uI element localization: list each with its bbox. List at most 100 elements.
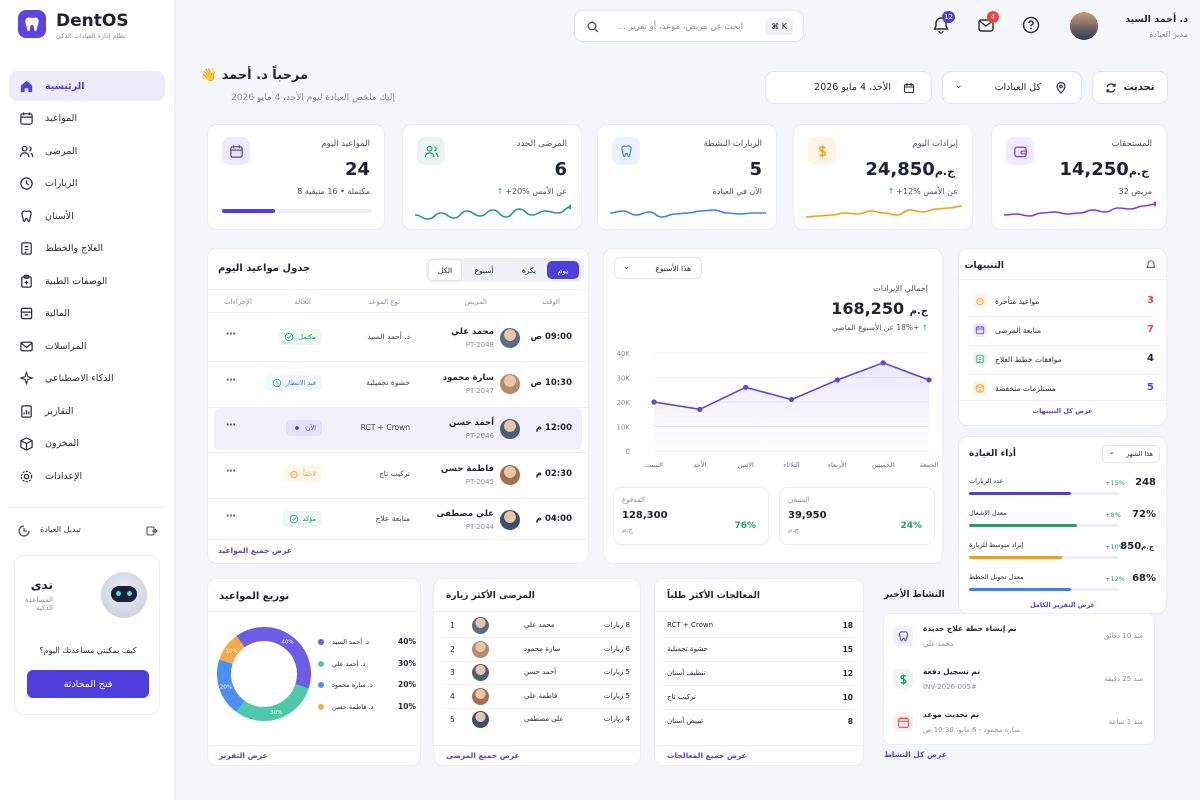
- sidebar-item-5[interactable]: العلاج والخطط: [9, 234, 165, 264]
- tab-tomorrow[interactable]: بكرة: [521, 265, 537, 275]
- table-row[interactable]: 12:00 م أحمد حسن PT-2046 RCT + Crown الآن ⋯: [208, 408, 588, 453]
- sparkle-icon: [19, 371, 34, 386]
- patient-rank: 1: [450, 621, 455, 630]
- sidebar-item-10[interactable]: التقارير: [9, 396, 165, 426]
- view-report-link[interactable]: عرض التقرير: [219, 751, 268, 760]
- view-all-patients-link[interactable]: عرض جميع المرضى: [446, 751, 520, 760]
- help-button[interactable]: [1021, 15, 1043, 37]
- list-item[interactable]: 5 علي مصطفى 4 زيارات: [434, 709, 640, 731]
- patient-rank: 2: [450, 644, 455, 654]
- view-all-activity-link[interactable]: عرض كل النشاط: [884, 750, 947, 759]
- sidebar-item-6[interactable]: الوصفات الطبية: [9, 266, 165, 296]
- performance-track: [969, 524, 1119, 527]
- x-tick-label: السبت: [645, 461, 663, 469]
- sidebar-item-8[interactable]: المراسلات: [9, 331, 165, 361]
- kpi-unit: ج.م: [934, 165, 955, 178]
- dot-icon: [292, 423, 302, 433]
- view-all-alerts-link[interactable]: عرض كل التنبيهات: [1032, 407, 1093, 415]
- list-item[interactable]: 2 سارة محمود 6 زيارات: [434, 639, 640, 662]
- sidebar-item-2[interactable]: المرضى: [9, 136, 165, 166]
- patient-rank: 5: [450, 715, 455, 724]
- table-row[interactable]: 09:00 ص محمد علي PT-2048 د. أحمد السيد مكتمل…: [208, 317, 588, 362]
- paid-value: 128,300: [622, 510, 668, 521]
- sidebar-item-7[interactable]: المالية: [9, 299, 165, 329]
- open-chat-button[interactable]: فتح المحادثة: [27, 670, 149, 698]
- legend-dot: [318, 639, 324, 645]
- more-actions-icon[interactable]: ⋯: [226, 511, 236, 522]
- activity-subtitle: #INV-2026-005: [923, 683, 977, 691]
- list-item[interactable]: تركيب تاج 10: [655, 687, 863, 710]
- legend-label: د. سارة محمود: [332, 681, 373, 689]
- row-divider: [663, 685, 855, 686]
- clinic-select[interactable]: ⌄ كل العيادات: [942, 71, 1082, 104]
- search-input[interactable]: ابحث عن مريض، موعد، أو تقرير ...: [617, 22, 743, 32]
- messages-button[interactable]: 4: [976, 11, 999, 37]
- alert-item[interactable]: مستلزمات منخفضة 5: [959, 376, 1166, 402]
- sidebar-item-11[interactable]: المخزون: [9, 429, 165, 459]
- sidebar-item-0[interactable]: الرئيسية: [9, 71, 165, 101]
- sidebar-item-3[interactable]: الزيارات: [9, 169, 165, 199]
- sidebar-item-1[interactable]: المواعيد: [9, 104, 165, 134]
- status-badge: مؤكد: [282, 511, 322, 527]
- top-treatments-card: المعالجات الأكثر طلباً عرض جميع المعالجا…: [654, 578, 864, 766]
- view-all-treatments-link[interactable]: عرض جميع المعالجات: [667, 751, 747, 760]
- view-all-appointments-link[interactable]: عرض جميع المواعيد: [218, 546, 292, 555]
- assistant-role: المساعدة الذكية: [24, 596, 53, 612]
- performance-value: 68%: [1132, 573, 1156, 584]
- list-item[interactable]: 4 فاطمة علي 5 زيارات: [434, 686, 640, 709]
- donut-slice-label: 40%: [281, 640, 293, 646]
- table-row[interactable]: 10:30 ص سارة محمود PT-2047 حشوة تجميلية قيد …: [208, 363, 588, 408]
- list-item[interactable]: 3 أحمد حسن 5 زيارات: [434, 662, 640, 685]
- sidebar-item-4[interactable]: الأسنان: [9, 201, 165, 231]
- table-row[interactable]: 04:00 م علي مصطفى PT-2044 متابعة علاج مؤكد ⋯: [214, 499, 582, 541]
- patient-visits: 5 زيارات: [603, 668, 630, 676]
- activity-item[interactable]: تم إنشاء خطة علاج جديدة محمد علي منذ 10 دق…: [883, 620, 1155, 660]
- activity-item[interactable]: تم تسجيل دفعة #INV-2026-005 منذ 25 دقيقة: [883, 663, 1155, 703]
- appointment-type: RCT + Crown: [360, 423, 410, 432]
- col-patient: المريض: [464, 298, 487, 306]
- list-item[interactable]: RCT + Crown 18: [655, 615, 863, 638]
- list-item[interactable]: حشوة تجميلية 15: [655, 639, 863, 662]
- search-bar[interactable]: ابحث عن مريض، موعد، أو تقرير ... ⌘ K: [574, 10, 804, 42]
- row-divider: [208, 406, 588, 408]
- refresh-label: تحديث: [1123, 82, 1155, 93]
- list-item[interactable]: 1 محمد علي 8 زيارات: [434, 615, 640, 638]
- chevron-down-icon: ⌄: [1109, 448, 1115, 456]
- sidebar-item-12[interactable]: الإعدادات: [9, 461, 165, 491]
- alert-item[interactable]: متابعة المرضى 7: [959, 318, 1166, 346]
- performance-period-select[interactable]: ⌄ هذا الشهر: [1102, 445, 1160, 463]
- tab-week[interactable]: أسبوع: [474, 265, 494, 275]
- user-avatar[interactable]: [1070, 12, 1098, 40]
- kpi-value-wrap: ج.م14,250: [1059, 159, 1152, 180]
- period-select[interactable]: ⌄ هذا الأسبوع: [614, 257, 702, 279]
- more-actions-icon[interactable]: ⋯: [226, 420, 236, 431]
- table-row[interactable]: 02:30 م فاطمة حسن PT-2045 تركيب تاج لاحقاً ⋯: [208, 454, 588, 499]
- paid-box: المدفوع 128,300 ج.م 76%: [613, 487, 769, 545]
- patient-id: PT-2044: [465, 523, 494, 531]
- refresh-button[interactable]: تحديث: [1092, 71, 1168, 104]
- brand-logo: [18, 10, 46, 38]
- alert-item[interactable]: مواعيد متأخرة 3: [959, 289, 1166, 317]
- tab-all[interactable]: الكل: [428, 259, 462, 281]
- alert-item[interactable]: موافقات خطط العلاج 4: [959, 347, 1166, 375]
- kpi-title: المستحقات: [1111, 139, 1152, 149]
- date-picker[interactable]: الأحد، 4 مايو 2026: [765, 71, 932, 104]
- alert-label: مستلزمات منخفضة: [995, 384, 1056, 393]
- list-item[interactable]: تنظيف أسنان 12: [655, 663, 863, 686]
- notifications-button[interactable]: 12: [931, 11, 955, 37]
- performance-track: [969, 492, 1119, 495]
- activity-item[interactable]: تم تحديث موعد سارة محمود - 6 مايو، 10:30 …: [883, 706, 1155, 746]
- more-actions-icon[interactable]: ⋯: [226, 329, 236, 340]
- tab-day[interactable]: يوم: [547, 261, 579, 279]
- sidebar-item-label: العلاج والخطط: [45, 243, 104, 254]
- performance-change: +12%: [1105, 575, 1125, 583]
- list-item[interactable]: تبييض أسنان 8: [655, 711, 863, 733]
- sidebar-item-9[interactable]: الذكاء الاصطناعي: [9, 364, 165, 394]
- more-actions-icon[interactable]: ⋯: [226, 465, 236, 477]
- view-full-report-link[interactable]: عرض التقرير الكامل: [1030, 601, 1095, 609]
- revenue-area: [654, 362, 929, 451]
- revenue-unit: ج.م: [909, 306, 928, 317]
- help-icon: [1022, 16, 1040, 34]
- switch-clinic-button[interactable]: تبديل العيادة: [18, 522, 158, 540]
- more-actions-icon[interactable]: ⋯: [226, 374, 236, 386]
